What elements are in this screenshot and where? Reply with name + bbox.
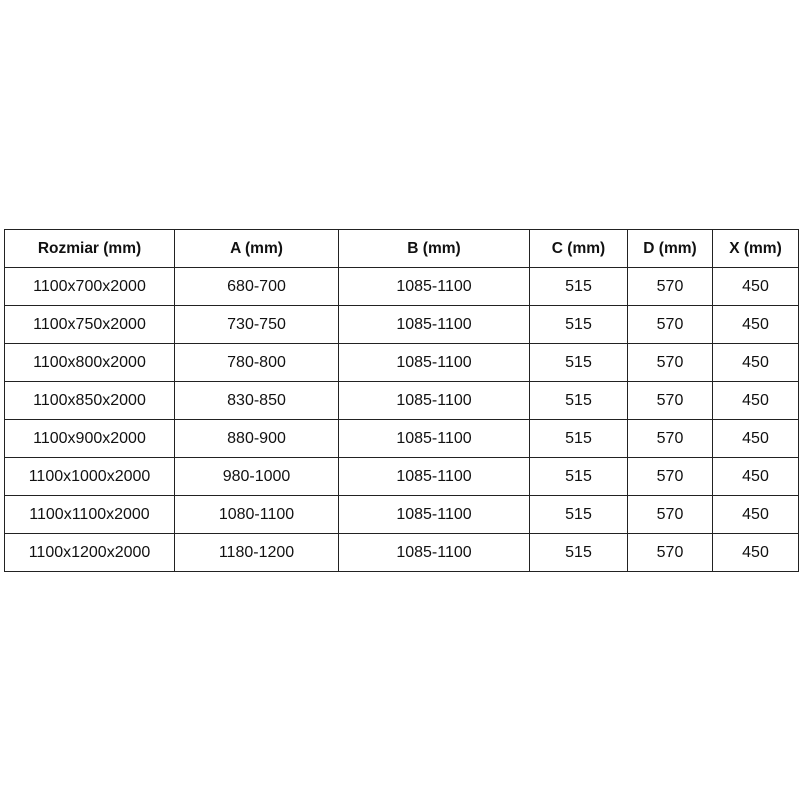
table-cell: 515 [529,305,628,344]
table-cell: 1180-1200 [174,533,339,572]
column-header: X (mm) [712,229,799,268]
table-cell: 830-850 [174,381,339,420]
table-row: 1100x750x2000 730-750 1085-1100 515 570 450 [4,305,799,344]
table-cell: 450 [712,495,799,534]
table-cell: 1100x750x2000 [4,305,175,344]
table-cell: 1085-1100 [338,305,530,344]
table-cell: 1085-1100 [338,495,530,534]
table-cell: 780-800 [174,343,339,382]
column-header: B (mm) [338,229,530,268]
table-cell: 515 [529,267,628,306]
table-cell: 730-750 [174,305,339,344]
table-cell: 450 [712,343,799,382]
column-header: D (mm) [627,229,713,268]
table-cell: 1080-1100 [174,495,339,534]
table-cell: 515 [529,419,628,458]
table-row: 1100x1000x2000 980-1000 1085-1100 515 570 450 [4,457,799,496]
table-cell: 1100x700x2000 [4,267,175,306]
table-cell: 1100x800x2000 [4,343,175,382]
table-cell: 450 [712,381,799,420]
column-header: C (mm) [529,229,628,268]
table-cell: 570 [627,495,713,534]
table-cell: 570 [627,343,713,382]
table-cell: 1085-1100 [338,267,530,306]
table-cell: 1100x850x2000 [4,381,175,420]
column-header: A (mm) [174,229,339,268]
table-cell: 1100x900x2000 [4,419,175,458]
table-cell: 980-1000 [174,457,339,496]
table-cell: 680-700 [174,267,339,306]
header-row: Rozmiar (mm) A (mm) B (mm) C (mm) D (mm) X (m… [4,229,799,268]
dimensions-table: Rozmiar (mm) A (mm) B (mm) C (mm) D (mm) X (m… [4,229,799,572]
table-row: 1100x700x2000 680-700 1085-1100 515 570 450 [4,267,799,306]
table-row: 1100x1100x2000 1080-1100 1085-1100 515 570 45… [4,495,799,534]
table-cell: 1085-1100 [338,381,530,420]
table-cell: 1085-1100 [338,343,530,382]
table-cell: 570 [627,533,713,572]
table-cell: 450 [712,419,799,458]
table-cell: 515 [529,381,628,420]
table-cell: 515 [529,457,628,496]
table-row: 1100x850x2000 830-850 1085-1100 515 570 450 [4,381,799,420]
table-cell: 1085-1100 [338,533,530,572]
table-cell: 570 [627,267,713,306]
table-cell: 1100x1200x2000 [4,533,175,572]
table-cell: 880-900 [174,419,339,458]
table-row: 1100x1200x2000 1180-1200 1085-1100 515 570 45… [4,533,799,572]
table-cell: 515 [529,343,628,382]
table-cell: 450 [712,305,799,344]
table-cell: 570 [627,305,713,344]
table-cell: 515 [529,533,628,572]
table-cell: 570 [627,381,713,420]
table-cell: 1085-1100 [338,457,530,496]
table-cell: 1100x1100x2000 [4,495,175,534]
table-cell: 570 [627,457,713,496]
table-cell: 450 [712,267,799,306]
table-cell: 450 [712,457,799,496]
table-cell: 515 [529,495,628,534]
table-cell: 450 [712,533,799,572]
table-cell: 1085-1100 [338,419,530,458]
table-row: 1100x900x2000 880-900 1085-1100 515 570 450 [4,419,799,458]
table-row: 1100x800x2000 780-800 1085-1100 515 570 450 [4,343,799,382]
column-header: Rozmiar (mm) [4,229,175,268]
table-cell: 570 [627,419,713,458]
table-cell: 1100x1000x2000 [4,457,175,496]
